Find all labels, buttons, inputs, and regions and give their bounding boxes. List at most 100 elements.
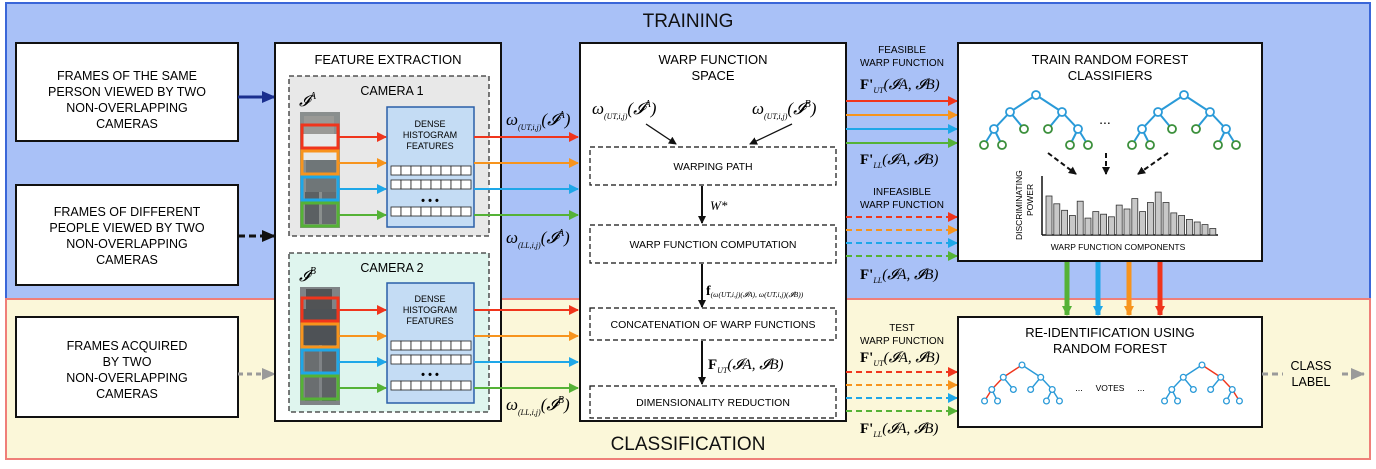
discriminating-power-bar (1131, 198, 1139, 236)
tree-node (1037, 373, 1045, 381)
reid-dots-left: ... (1075, 383, 1083, 393)
input-acquired-line-2: BY TWO (103, 355, 152, 369)
reid-box (957, 316, 1263, 428)
histogram-cell (410, 340, 422, 351)
tree-leaf (981, 397, 989, 405)
input-different-people-line-2: PEOPLE VIEWED BY TWO (49, 221, 204, 235)
discriminating-power-bar (1084, 217, 1092, 236)
histogram-cell (440, 206, 452, 217)
tree-to-chart-arrow-right (1137, 152, 1169, 175)
F-ut-label: FUT(𝓘A, 𝓘B) (708, 357, 784, 375)
histogram-cell (400, 179, 412, 190)
class-label-line-2: LABEL (1292, 375, 1331, 389)
chart-xlabel: WARP FUNCTION COMPONENTS (1051, 242, 1186, 252)
input-acquired-box: FRAMES ACQUIRED BY TWO NON-OVERLAPPING C… (15, 316, 239, 418)
histogram-cell (450, 380, 462, 391)
histogram-cell (430, 165, 442, 176)
tree-node (1221, 124, 1231, 134)
warp-space-title-line-2: SPACE (691, 68, 734, 83)
histogram-cell (420, 354, 432, 365)
discriminating-power-bar (1162, 202, 1170, 236)
histogram-cell (390, 354, 402, 365)
histogram-cell (450, 206, 462, 217)
warping-path-label: WARPING PATH (673, 161, 752, 173)
tree-node (1018, 361, 1026, 369)
camera2-dense-line-2: HISTOGRAM (403, 305, 457, 315)
camera1-histogram-vectors (390, 165, 472, 217)
tree-leaf (1145, 140, 1155, 150)
histogram-cell (460, 340, 472, 351)
tree-node (988, 385, 996, 394)
histogram-cell (390, 165, 402, 176)
chart-ylabel-line-2: POWER (1025, 184, 1035, 216)
dim-reduction-box (589, 385, 837, 419)
tree-node (989, 124, 999, 134)
camera1-dense-line-1: DENSE (414, 119, 445, 129)
tree-leaf (1173, 397, 1182, 405)
class-label-line-1: CLASS (1291, 359, 1332, 373)
histogram-cell (420, 380, 432, 391)
omega-ll-a-label: ω(LL,i,j)(𝓘A) (506, 228, 570, 250)
histogram-cell (410, 179, 422, 190)
discriminating-power-bar (1100, 213, 1107, 236)
test-line-1: TEST (889, 323, 915, 334)
tree-edge (1182, 364, 1203, 378)
tree-edge (1009, 94, 1037, 113)
discriminating-power-bar (1201, 224, 1209, 236)
tree-leaf (1235, 397, 1243, 405)
camera1-person-crop (300, 112, 340, 228)
tree-edge (1021, 364, 1042, 378)
tree-leaf (1213, 140, 1223, 150)
arrow-omega-a-to-path (645, 123, 677, 145)
histogram-cell (390, 206, 402, 217)
histogram-cell (390, 380, 402, 391)
test-F-ll-label: F'LL(𝓘A, 𝓘B) (860, 421, 938, 439)
histogram-cell (440, 179, 452, 190)
tree-to-chart-arrow-left (1047, 152, 1077, 175)
tree-leaf (1161, 397, 1169, 405)
train-rf-title-line-2: CLASSIFIERS (1068, 68, 1153, 83)
histogram-cell (450, 179, 462, 190)
camera1-dots: • • • (421, 195, 439, 207)
input-acquired-line-3: NON-OVERLAPPING (66, 371, 188, 385)
omega-ut-a-label: ω(UT,i,j)(𝓘A) (506, 110, 571, 132)
training-label: TRAINING (643, 11, 734, 32)
infeasible-F-ll-label: F'LL(𝓘A, 𝓘B) (860, 267, 938, 285)
train-rf-trees (979, 90, 1241, 150)
tree-node (1198, 361, 1206, 369)
discriminating-power-bar (1147, 202, 1154, 236)
omega-ut-b-inner-label: ω(UT,i,j)(𝓘B) (752, 99, 817, 121)
tree-edge (1183, 94, 1211, 113)
omega-ut-a-inner-label: ω(UT,i,j)(𝓘A) (592, 99, 657, 121)
tree-node (1048, 385, 1056, 394)
tree-leaf (1189, 385, 1197, 394)
tree-node (1228, 385, 1236, 394)
histogram-cell (410, 380, 422, 391)
histogram-cell (390, 179, 402, 190)
discriminating-power-bar (1045, 195, 1053, 236)
input-same-person-line-2: PERSON VIEWED BY TWO (48, 85, 206, 99)
tree-leaf (1231, 140, 1241, 150)
reid-title-line-2: RANDOM FOREST (1053, 341, 1167, 356)
histogram-cell (400, 340, 412, 351)
tree-leaf (1042, 397, 1051, 405)
discriminating-power-bar (1115, 204, 1123, 236)
tree-leaf (1127, 140, 1137, 150)
histogram-cell (450, 165, 462, 176)
tree-leaf (1167, 124, 1177, 134)
tree-edge (1035, 94, 1063, 113)
feature-extraction-title: FEATURE EXTRACTION (314, 52, 461, 67)
warp-space-title-line-1: WARP FUNCTION (658, 52, 767, 67)
tree-edge (1157, 94, 1185, 113)
tree-leaf (1055, 397, 1063, 405)
tree-edge (1201, 364, 1222, 378)
tree-leaf (997, 140, 1007, 150)
reid-dots-right: ... (1137, 383, 1145, 393)
histogram-cell (450, 340, 462, 351)
camera2-dense-line-3: FEATURES (406, 316, 453, 326)
discriminating-power-bar (1092, 211, 1100, 236)
tree-node (1179, 90, 1189, 100)
histogram-cell (460, 179, 472, 190)
